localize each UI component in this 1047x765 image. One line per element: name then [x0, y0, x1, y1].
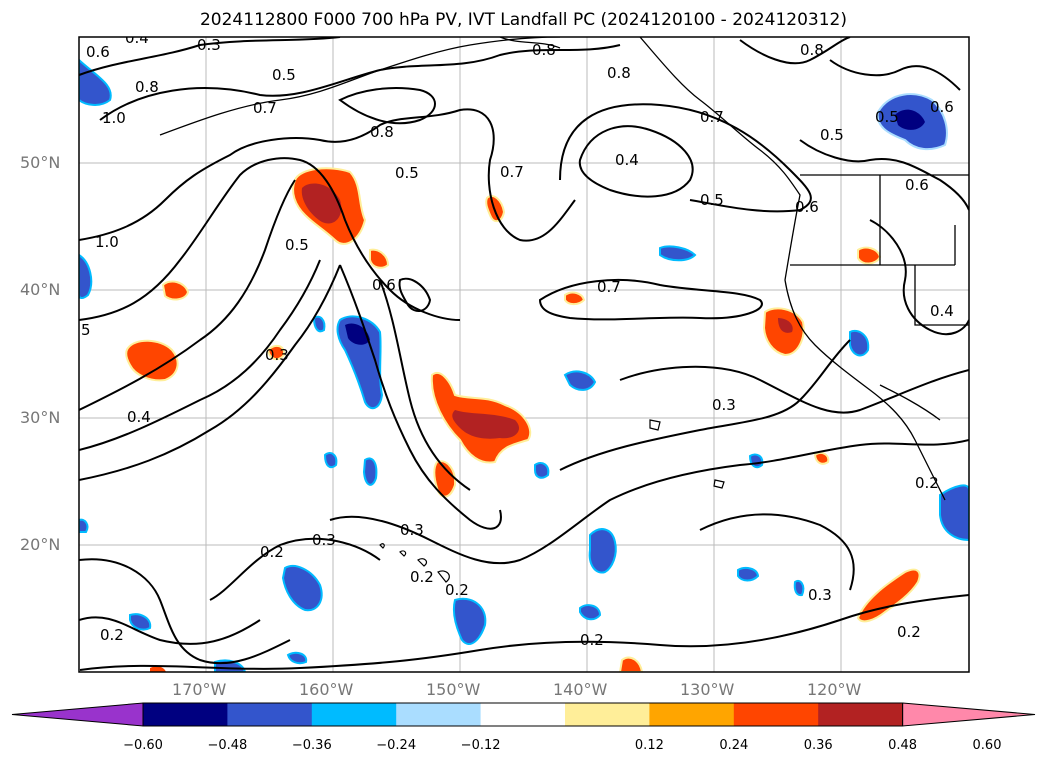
- contour-label: 0.2: [100, 626, 124, 644]
- contour-label: 0.6: [930, 98, 954, 116]
- map-frame-bg: [79, 37, 969, 672]
- hawaii-islands: [379, 419, 725, 583]
- contour-label: 0.5: [272, 66, 296, 84]
- lon-label-130w: 130°W: [680, 680, 735, 699]
- contour-label: 0.3: [265, 346, 289, 364]
- contour-label: 1.0: [95, 233, 119, 251]
- contour-label: 0.4: [615, 151, 639, 169]
- contour-label: 0.5: [285, 236, 309, 254]
- lat-label-20n: 20°N: [20, 535, 61, 554]
- figure-title: 2024112800 F000 700 hPa PV, IVT Landfall…: [199, 10, 847, 30]
- contour-labels: 0.6 0.4 0.3 0.5 0.8 1.0 0.7 0.8 0.5 0.7 …: [81, 29, 954, 649]
- lon-label-120w: 120°W: [807, 680, 862, 699]
- contour-label: 1.0: [102, 109, 126, 127]
- contour-label: 0.8: [370, 123, 394, 141]
- contour-label: 0.2: [410, 568, 434, 586]
- lat-label-50n: 50°N: [20, 153, 61, 172]
- colorbar-tick-label: 0.12: [634, 738, 664, 753]
- contour-label: 0.5: [700, 191, 724, 209]
- contour-label: 0.3: [197, 36, 221, 54]
- colorbar-tick-label: −0.36: [291, 738, 332, 753]
- lat-label-30n: 30°N: [20, 408, 61, 427]
- contour-label: 0.3: [312, 531, 336, 549]
- contour-label: 0.4: [127, 408, 151, 426]
- contour-label: 5: [81, 321, 91, 339]
- contour-label: 0.8: [135, 78, 159, 96]
- contour-label: 0.5: [395, 164, 419, 182]
- contour-label: 0.2: [897, 623, 921, 641]
- colorbar-tick-label: −0.24: [376, 738, 417, 753]
- contour-label: 0.5: [875, 108, 899, 126]
- colorbar-tick-label: 0.36: [803, 738, 833, 753]
- contour-label: 0.7: [597, 278, 621, 296]
- lon-label-150w: 150°W: [426, 680, 481, 699]
- map-frame: [78, 36, 970, 673]
- colorbar-tick-label: 0.48: [888, 738, 918, 753]
- contour-label: 0.3: [808, 586, 832, 604]
- coastlines: [159, 37, 969, 501]
- pv-contours: [79, 37, 969, 671]
- colorbar-tick-label: 0.60: [972, 738, 1002, 753]
- lat-label-40n: 40°N: [20, 280, 61, 299]
- contour-label: 0.2: [445, 581, 469, 599]
- lon-label-170w: 170°W: [172, 680, 227, 699]
- contour-label: 0.6: [905, 176, 929, 194]
- contour-label: 0.7: [700, 108, 724, 126]
- positive-pc-regions: [125, 167, 921, 672]
- contour-label: 0.6: [795, 198, 819, 216]
- contour-label: 0.2: [915, 474, 939, 492]
- contour-label: 0.3: [400, 521, 424, 539]
- lon-label-160w: 160°W: [299, 680, 354, 699]
- contour-label: 0.6: [86, 43, 110, 61]
- contour-label: 0.8: [800, 41, 824, 59]
- contour-label: 0.7: [253, 99, 277, 117]
- colorbar-tick-label: −0.60: [123, 738, 163, 753]
- contour-label: 0.8: [607, 64, 631, 82]
- contour-label: 0.4: [930, 302, 954, 320]
- colorbar-tick-label: −0.48: [207, 738, 248, 753]
- colorbar-tick-label: 0.24: [719, 738, 749, 753]
- contour-label: 0.6: [372, 276, 396, 294]
- contour-label: 0.2: [260, 543, 284, 561]
- contour-label: 0.5: [820, 126, 844, 144]
- contour-label: 0.2: [580, 631, 604, 649]
- contour-label: 0.7: [500, 163, 524, 181]
- lon-label-140w: 140°W: [553, 680, 608, 699]
- contour-label: 0.8: [532, 41, 556, 59]
- colorbar-tick-label: −0.12: [460, 738, 501, 753]
- contour-label: 0.4: [125, 29, 149, 47]
- contour-label: 0.3: [712, 396, 736, 414]
